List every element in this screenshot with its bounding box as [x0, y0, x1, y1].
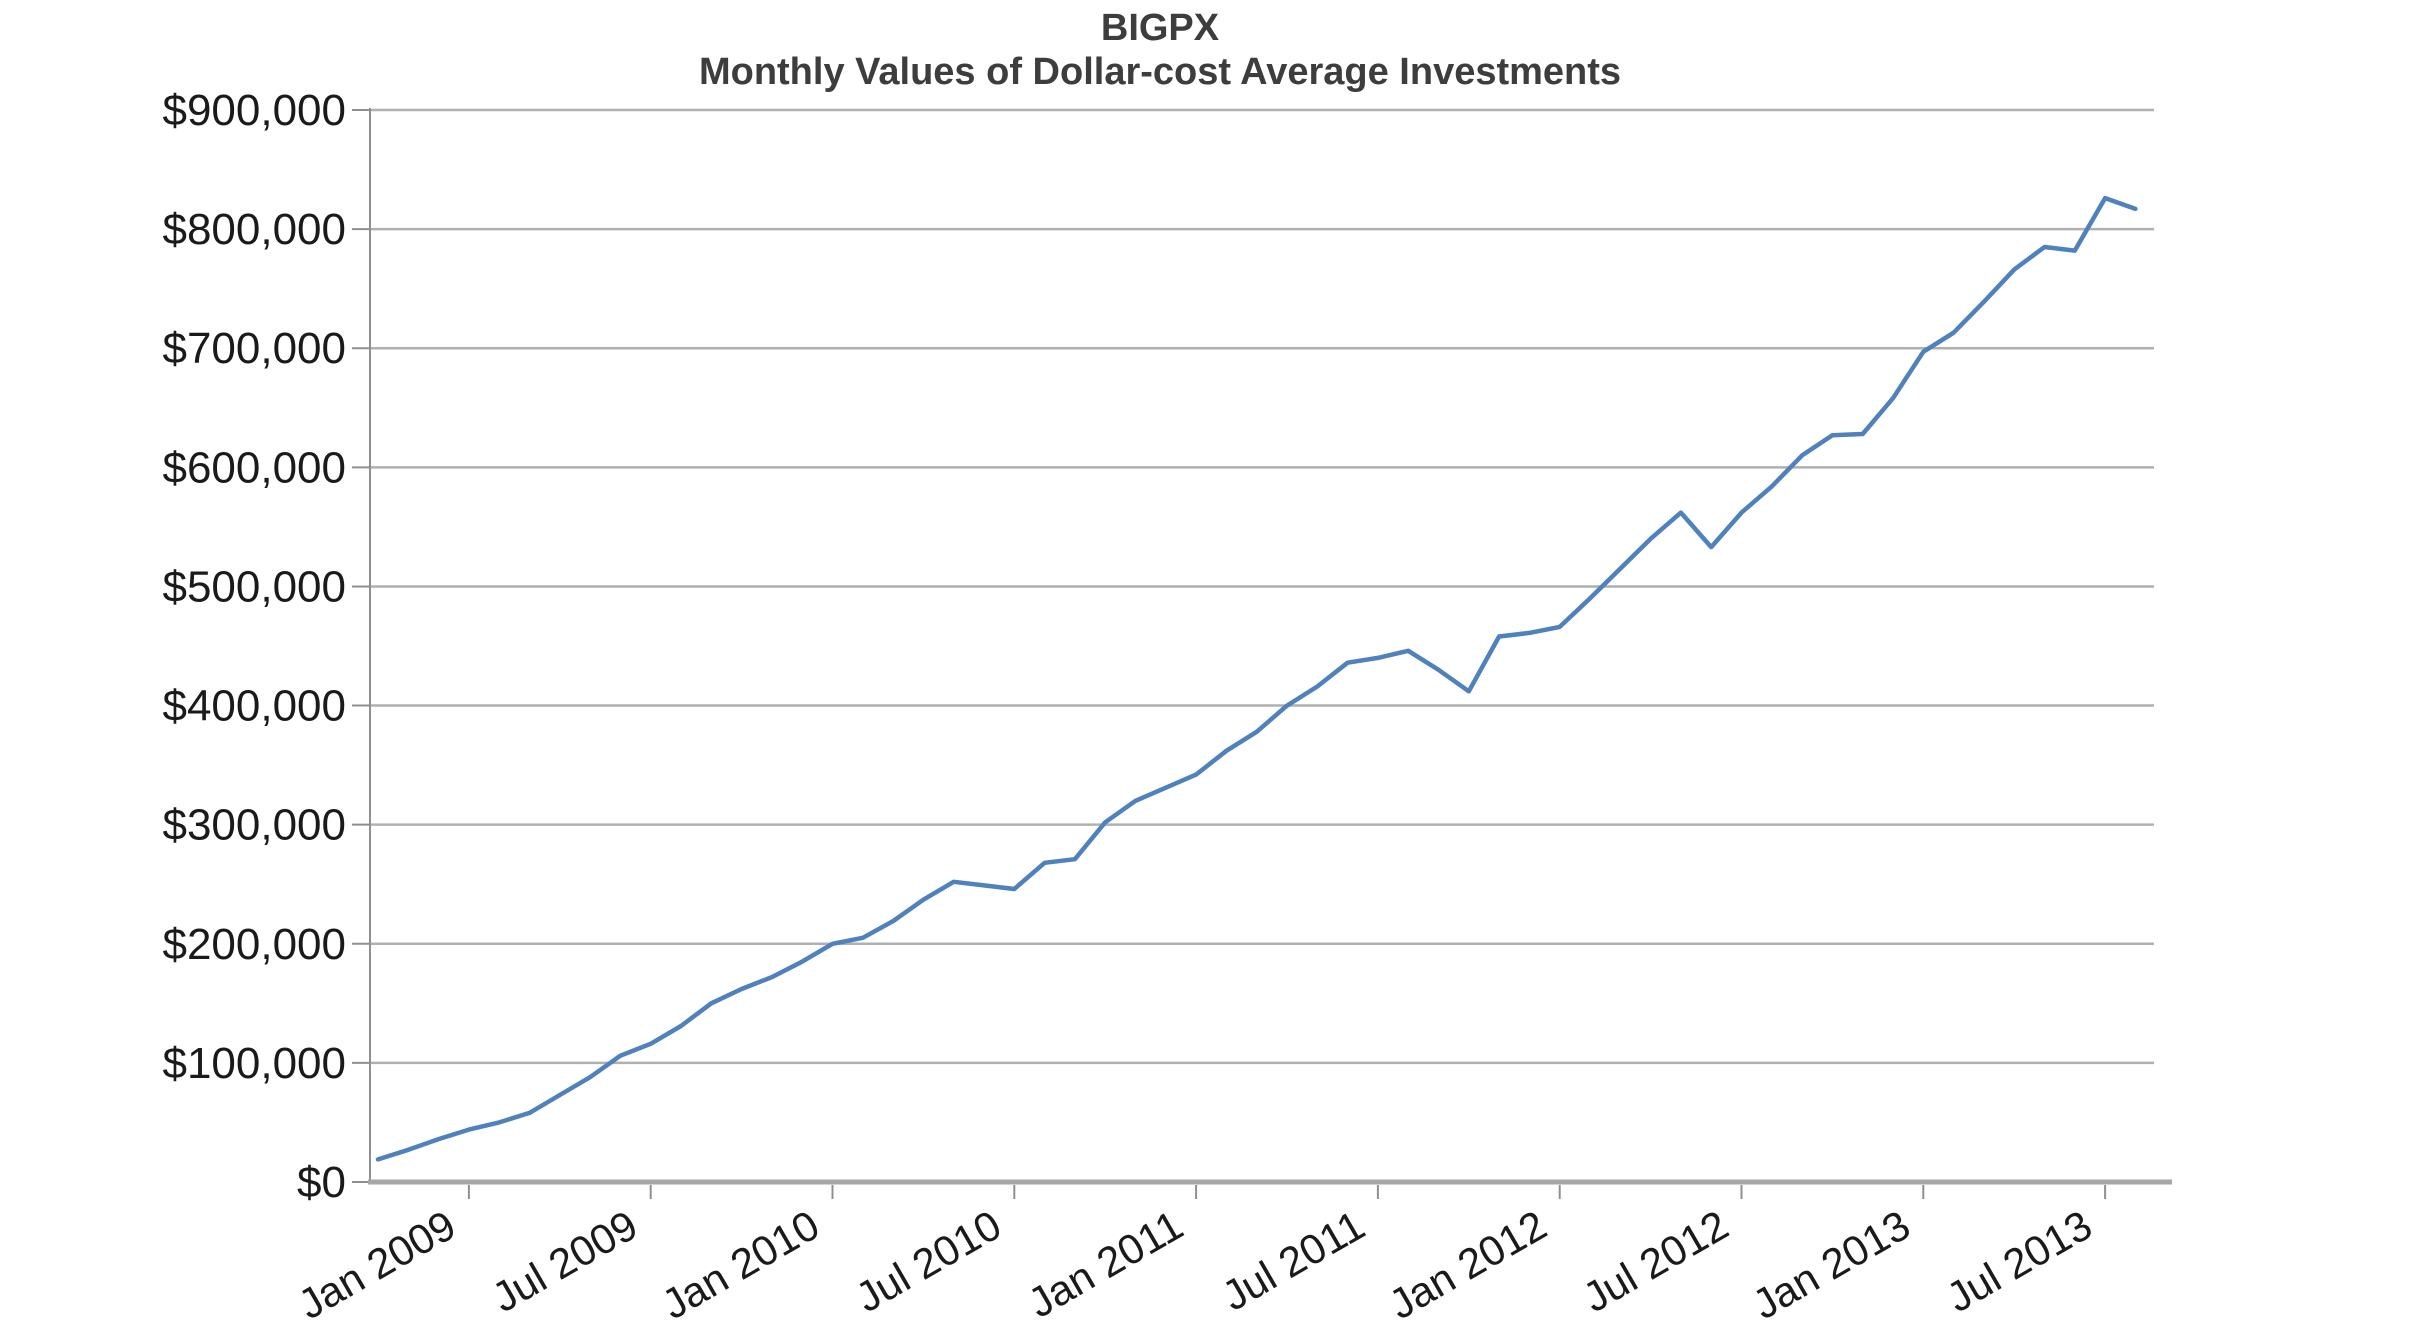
y-axis-label: $200,000 [162, 920, 346, 969]
x-axis-label: Jan 2011 [1020, 1201, 1190, 1327]
chart-title-line2: Monthly Values of Dollar-cost Average In… [698, 51, 1622, 94]
x-axis-label: Jan 2010 [654, 1201, 827, 1328]
y-axis-label: $700,000 [162, 324, 346, 373]
x-axis-label: Jul 2013 [1939, 1201, 2100, 1321]
x-axis-label: Jan 2012 [1381, 1201, 1554, 1328]
investment-value-line [375, 195, 2138, 1162]
x-axis-label: Jul 2009 [484, 1201, 645, 1321]
y-axis-label: $400,000 [162, 682, 346, 731]
x-axis-label: Jan 2013 [1745, 1201, 1918, 1328]
chart-title-line1: BIGPX [1100, 7, 1220, 49]
y-axis-label: $100,000 [162, 1039, 346, 1088]
y-axis-label: $500,000 [162, 562, 346, 611]
chart-title: BIGPX Monthly Values of Dollar-cost Aver… [699, 6, 1621, 94]
y-axis-label: $600,000 [162, 443, 346, 492]
y-axis-label: $900,000 [162, 86, 346, 135]
x-axis-label: Jul 2010 [848, 1201, 1009, 1321]
y-axis-label: $800,000 [162, 205, 346, 254]
x-axis-label: Jan 2009 [290, 1201, 463, 1328]
y-axis-label: $300,000 [162, 801, 346, 850]
x-axis-label: Jul 2012 [1575, 1201, 1736, 1321]
y-axis-label: $0 [297, 1158, 346, 1207]
x-axis-label: Jul 2011 [1214, 1201, 1372, 1320]
